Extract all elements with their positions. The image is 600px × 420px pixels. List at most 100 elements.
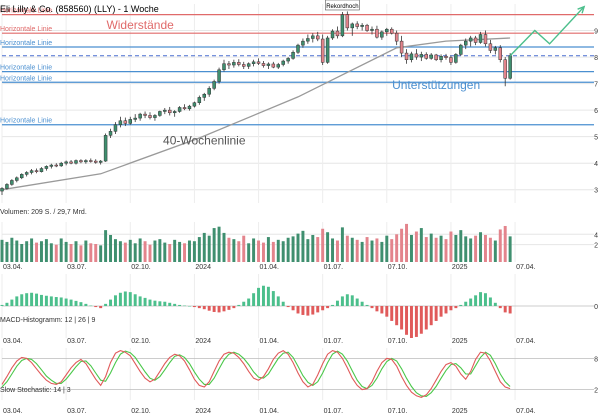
macd-bar (271, 291, 275, 306)
x-tick-label: 01.04. (260, 408, 280, 415)
candle-body (429, 54, 433, 59)
candle-body (217, 69, 221, 82)
candle-body (168, 109, 172, 114)
x-tick-label: 03.04. (3, 408, 23, 415)
candle-body (286, 58, 290, 62)
volume-bar (187, 240, 191, 262)
macd-bar (247, 298, 251, 306)
macd-bar (316, 306, 320, 313)
volume-bar (133, 243, 137, 262)
macd-bar (237, 304, 241, 306)
candle-body (39, 168, 44, 172)
volume-bar (419, 228, 423, 262)
volume-bar (424, 237, 428, 262)
volume-bar (444, 239, 448, 262)
candle-body (350, 23, 354, 29)
candle-body (271, 63, 276, 68)
candle-body (74, 160, 78, 164)
x-tick-label: 2024 (195, 408, 211, 415)
volume-bar (335, 240, 339, 262)
volume-bar (252, 238, 256, 262)
projection-line (509, 6, 585, 57)
macd-bar (20, 294, 24, 306)
candle-body (113, 124, 118, 132)
macd-bar (439, 306, 443, 317)
macd-bar (281, 301, 285, 306)
annotations: Widerstände Unterstützungen 40-Wochenlinie… (106, 0, 480, 148)
candle-body (177, 107, 182, 112)
candle-body (330, 30, 335, 39)
volume-bar (178, 241, 182, 262)
macd-bar (493, 302, 497, 306)
macd-bar (222, 306, 226, 312)
macd-bar (390, 306, 394, 321)
level-label: Horizontale Linie (0, 65, 52, 72)
macd-bar (138, 296, 142, 306)
volume-bar (89, 243, 93, 262)
candle-body (54, 164, 58, 167)
x-tick-label: 01.04. (260, 338, 280, 345)
y-tick-label: 4 (594, 161, 598, 168)
candle-body (5, 184, 9, 189)
candle-body (424, 54, 428, 59)
macd-panel: MACD-Histogramm: 12 | 26 | 9 (0, 285, 594, 338)
volume-bar (128, 239, 132, 262)
macd-bar (503, 306, 507, 313)
volume-bar (405, 223, 409, 262)
price-panel: Widerstände Unterstützungen 40-Wochenlinie… (0, 0, 594, 400)
candle-body (454, 54, 458, 63)
volume-bar (39, 241, 43, 262)
candle-body (261, 63, 266, 66)
volume-bar (459, 230, 463, 262)
volume-bar (94, 243, 98, 262)
candle-body (306, 38, 310, 42)
x-tick-label: 07.10. (388, 264, 408, 271)
candle-body (409, 53, 414, 60)
volume-bar (79, 245, 83, 262)
candle-body (266, 63, 271, 66)
macd-bar (454, 306, 458, 309)
macd-bar (148, 299, 152, 306)
x-tick-label: 03.04. (3, 338, 23, 345)
volume-bar (508, 236, 512, 262)
candle-body (459, 44, 463, 55)
macd-bar (158, 301, 162, 306)
candle-body (444, 56, 448, 58)
x-tick-label: 07.04. (516, 264, 536, 271)
volume-bar (232, 239, 236, 262)
volume-bar (44, 239, 48, 262)
macd-bar (178, 304, 182, 306)
x-tick-label: 07.04. (516, 408, 536, 415)
macd-bar (104, 303, 108, 306)
macd-bar (123, 291, 127, 306)
x-tick-label: 07.04. (516, 338, 536, 345)
macd-bar (163, 301, 167, 306)
candle-body (498, 47, 502, 60)
x-tick-label: 01.07. (324, 264, 344, 271)
candle-body (439, 56, 443, 60)
volume-bars (0, 223, 512, 262)
candle-body (10, 180, 14, 185)
volume-bar (301, 230, 305, 262)
stoch-panel: Slow Stochastic: 14 | 3 (0, 349, 594, 398)
candle-body (182, 107, 187, 110)
y-tick-label: 3 (594, 188, 598, 195)
macd-bar (326, 306, 330, 309)
macd-label: MACD-Histogramm: 12 | 26 | 9 (0, 317, 96, 324)
volume-bar (183, 243, 187, 262)
level-label: Horizontale Linie (0, 40, 52, 47)
volume-bar (261, 242, 265, 262)
candle-body (84, 160, 88, 163)
x-tick-label: 03.07. (67, 338, 87, 345)
volume-bar (503, 225, 507, 262)
candle-body (69, 161, 73, 164)
y-tick-label: 2 (594, 388, 598, 395)
volume-bar (291, 236, 295, 262)
candle-body (256, 61, 261, 64)
macd-bar (360, 301, 364, 306)
volume-bar (350, 237, 354, 262)
volume-bar (59, 238, 63, 262)
macd-bar (424, 306, 428, 330)
volume-bar (355, 239, 359, 262)
volume-bar (434, 237, 438, 262)
